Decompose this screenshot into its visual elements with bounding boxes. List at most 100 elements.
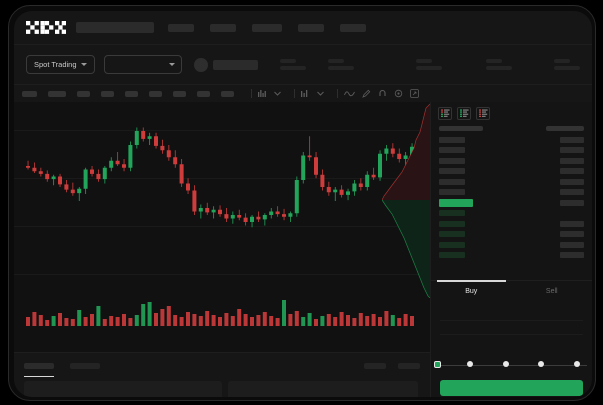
tab-buy[interactable]: Buy xyxy=(431,280,512,301)
total-field[interactable] xyxy=(440,335,583,349)
slider-node-4[interactable] xyxy=(574,361,580,367)
market-type-dropdown[interactable]: Spot Trading xyxy=(26,55,95,74)
amount-percent-slider[interactable] xyxy=(433,357,590,375)
trading-pair-select[interactable] xyxy=(103,55,183,74)
orderbook-mode-both-icon[interactable] xyxy=(438,107,452,120)
chart-gridline xyxy=(14,226,430,227)
timeframe-1w[interactable] xyxy=(173,90,186,97)
amount-field[interactable] xyxy=(440,321,583,335)
orderbook-row-bid[interactable] xyxy=(439,240,584,249)
orderbook-mode-bids-icon[interactable] xyxy=(457,107,471,120)
slider-node-3[interactable] xyxy=(538,361,544,367)
drawing-dropdown-icon[interactable] xyxy=(317,91,324,96)
slider-node-2[interactable] xyxy=(503,361,509,367)
last-price-skeleton xyxy=(212,59,259,70)
stat-24h-high xyxy=(416,59,443,70)
bottom-action-1[interactable] xyxy=(364,363,386,369)
price-field[interactable] xyxy=(440,307,583,321)
price-chart[interactable] xyxy=(14,102,430,352)
bottom-action-2[interactable] xyxy=(398,363,420,369)
timeframe-5m[interactable] xyxy=(48,90,66,97)
orderbook-cell-price xyxy=(439,147,465,153)
nav-item-2[interactable] xyxy=(210,23,236,32)
timeframe-1h[interactable] xyxy=(101,90,114,97)
fullscreen-icon[interactable] xyxy=(410,89,419,98)
order-form xyxy=(431,301,592,349)
bottom-panel-left[interactable] xyxy=(24,381,222,397)
search-skeleton[interactable] xyxy=(76,22,154,33)
line-study-icon[interactable] xyxy=(344,90,355,97)
chart-type-dropdown-icon[interactable] xyxy=(274,91,281,96)
buy-submit-button[interactable] xyxy=(440,380,583,396)
slider-node-0[interactable] xyxy=(434,360,441,368)
orderbook-row-ask[interactable] xyxy=(439,156,584,165)
orderbook-header-amount xyxy=(546,126,584,131)
nav-item-3[interactable] xyxy=(252,23,282,32)
orderbook-cell-amount xyxy=(560,178,584,185)
orderbook-cell-price xyxy=(439,210,465,216)
nav-item-5[interactable] xyxy=(340,23,366,32)
orderbook-row-last-price[interactable] xyxy=(439,198,584,207)
tab-buy-label: Buy xyxy=(465,288,478,295)
stat-label xyxy=(280,59,297,63)
orderbook-cell-price xyxy=(439,136,465,143)
orderbook-row-bid[interactable] xyxy=(439,230,584,239)
orderbook-row-bid[interactable] xyxy=(439,209,584,218)
orders-panel xyxy=(14,352,430,397)
timeframe-4h[interactable] xyxy=(125,90,138,97)
orderbook-row-ask[interactable] xyxy=(439,177,584,186)
slider-node-1[interactable] xyxy=(467,361,473,367)
magnet-icon[interactable] xyxy=(378,89,387,98)
orderbook[interactable] xyxy=(431,124,592,276)
drawing-tools-icon[interactable] xyxy=(301,90,310,97)
timeframe-more[interactable] xyxy=(221,90,234,97)
nav-item-1[interactable] xyxy=(168,23,194,32)
stat-value xyxy=(486,66,513,70)
chart-gridline xyxy=(14,130,430,131)
orderbook-row-ask[interactable] xyxy=(439,167,584,176)
orderbook-cell-amount xyxy=(560,241,584,248)
orderbook-last-price xyxy=(439,198,473,207)
toolbar-divider xyxy=(251,89,252,98)
toolbar-divider xyxy=(337,89,338,98)
tab-sell[interactable]: Sell xyxy=(512,281,593,301)
stat-label xyxy=(554,59,571,63)
orderbook-mode-asks-icon[interactable] xyxy=(476,107,490,120)
bottom-panel-right[interactable] xyxy=(228,381,418,397)
indicators-icon[interactable] xyxy=(258,90,267,97)
orders-actions xyxy=(364,363,420,369)
market-type-label: Spot Trading xyxy=(34,60,77,69)
orderbook-cell-amount xyxy=(560,147,584,153)
orderbook-cell-price xyxy=(439,252,465,258)
timeframe-1d[interactable] xyxy=(149,90,162,97)
nav-item-4[interactable] xyxy=(298,23,324,32)
pencil-icon[interactable] xyxy=(362,89,371,98)
orderbook-row-ask[interactable] xyxy=(439,146,584,155)
tab-open-orders[interactable] xyxy=(24,363,54,377)
orderbook-cell-amount xyxy=(560,189,584,195)
timeframe-1m[interactable] xyxy=(22,90,37,97)
stat-24h-volume xyxy=(554,59,581,70)
orderbook-row-ask[interactable] xyxy=(439,188,584,197)
chevron-down-icon xyxy=(169,63,176,66)
trade-sidebar: Buy Sell xyxy=(430,102,592,397)
timeframe-15m[interactable] xyxy=(77,90,90,97)
timeframe-1mo[interactable] xyxy=(197,90,210,97)
orderbook-cell-price xyxy=(439,241,465,248)
chart-gridline xyxy=(14,178,430,179)
orderbook-cell-amount xyxy=(560,199,584,206)
device-frame: Spot Trading xyxy=(8,5,596,401)
pair-coin-avatar xyxy=(194,57,208,72)
orderbook-row-ask[interactable] xyxy=(439,135,584,144)
orderbook-row-bid[interactable] xyxy=(439,251,584,260)
orderbook-row-bid[interactable] xyxy=(439,219,584,228)
buy-sell-tabs: Buy Sell xyxy=(431,280,592,301)
settings-icon[interactable] xyxy=(394,89,403,98)
orderbook-cell-price xyxy=(439,220,465,227)
tab-order-history[interactable] xyxy=(70,363,100,369)
okx-logo[interactable] xyxy=(26,21,66,34)
top-navigation-bar xyxy=(14,11,592,44)
orderbook-cell-amount xyxy=(560,252,584,258)
volume-series xyxy=(26,300,414,326)
stat-label xyxy=(486,59,503,63)
